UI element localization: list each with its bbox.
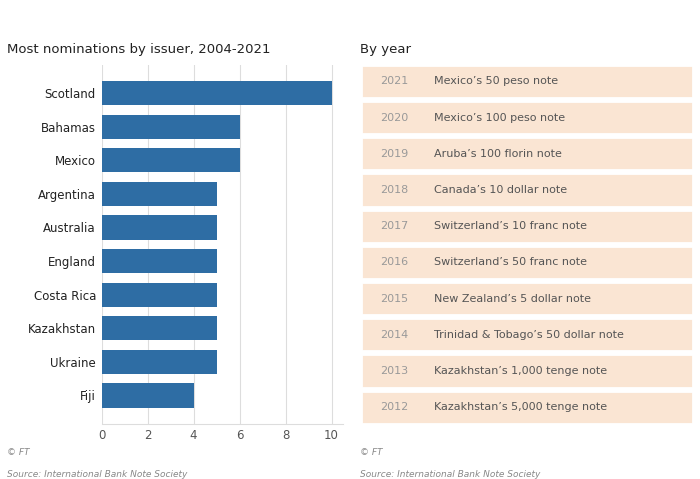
Bar bbox=[102, 148, 239, 172]
FancyBboxPatch shape bbox=[360, 173, 693, 206]
Text: Source: International Bank Note Society: Source: International Bank Note Society bbox=[7, 470, 188, 479]
Text: 2021: 2021 bbox=[381, 76, 409, 86]
Bar bbox=[102, 216, 216, 240]
Text: New Zealand’s 5 dollar note: New Zealand’s 5 dollar note bbox=[433, 294, 591, 304]
Text: Kazakhstan’s 1,000 tenge note: Kazakhstan’s 1,000 tenge note bbox=[433, 366, 607, 376]
Text: Mexico’s 100 peso note: Mexico’s 100 peso note bbox=[433, 113, 565, 123]
Text: © FT: © FT bbox=[360, 448, 383, 457]
Text: © FT: © FT bbox=[7, 448, 29, 457]
Text: 2018: 2018 bbox=[381, 185, 409, 195]
Text: Aruba’s 100 florin note: Aruba’s 100 florin note bbox=[433, 149, 561, 159]
Bar bbox=[102, 350, 216, 374]
FancyBboxPatch shape bbox=[360, 101, 693, 134]
Bar bbox=[102, 283, 216, 307]
Bar bbox=[102, 81, 332, 105]
Text: Mexico’s 50 peso note: Mexico’s 50 peso note bbox=[433, 76, 558, 86]
Text: Canada’s 10 dollar note: Canada’s 10 dollar note bbox=[433, 185, 567, 195]
Text: Trinidad & Tobago’s 50 dollar note: Trinidad & Tobago’s 50 dollar note bbox=[433, 330, 624, 340]
Text: Most nominations by issuer, 2004-2021: Most nominations by issuer, 2004-2021 bbox=[7, 43, 270, 56]
FancyBboxPatch shape bbox=[360, 209, 693, 243]
Text: Switzerland’s 10 franc note: Switzerland’s 10 franc note bbox=[433, 221, 587, 231]
Text: 2016: 2016 bbox=[381, 257, 409, 267]
Bar bbox=[102, 316, 216, 341]
Text: Source: International Bank Note Society: Source: International Bank Note Society bbox=[360, 470, 541, 479]
FancyBboxPatch shape bbox=[360, 318, 693, 352]
Text: 2019: 2019 bbox=[381, 149, 409, 159]
FancyBboxPatch shape bbox=[360, 246, 693, 279]
Text: By year: By year bbox=[360, 43, 412, 56]
Text: 2017: 2017 bbox=[381, 221, 409, 231]
FancyBboxPatch shape bbox=[360, 390, 693, 424]
Bar bbox=[102, 383, 193, 408]
Bar bbox=[102, 114, 239, 139]
Text: 2020: 2020 bbox=[381, 113, 409, 123]
FancyBboxPatch shape bbox=[360, 137, 693, 171]
Bar bbox=[102, 249, 216, 273]
Text: 2014: 2014 bbox=[381, 330, 409, 340]
Bar bbox=[102, 182, 216, 206]
Text: 2012: 2012 bbox=[381, 402, 409, 412]
FancyBboxPatch shape bbox=[360, 282, 693, 315]
Text: 2013: 2013 bbox=[381, 366, 409, 376]
Text: 2015: 2015 bbox=[381, 294, 409, 304]
Text: Switzerland’s 50 franc note: Switzerland’s 50 franc note bbox=[433, 257, 587, 267]
Text: Kazakhstan’s 5,000 tenge note: Kazakhstan’s 5,000 tenge note bbox=[433, 402, 607, 412]
FancyBboxPatch shape bbox=[360, 354, 693, 388]
FancyBboxPatch shape bbox=[360, 65, 693, 98]
